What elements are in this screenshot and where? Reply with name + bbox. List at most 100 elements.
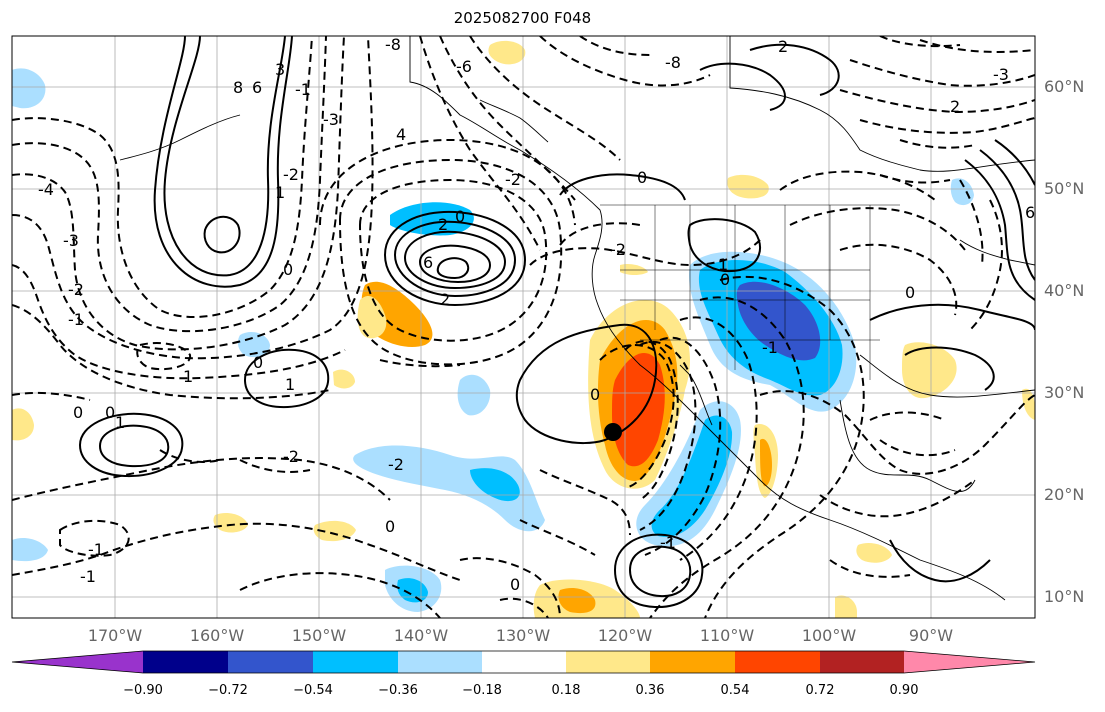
contour-label: 0 — [720, 270, 730, 289]
colorbar-tick-label: 0.72 — [805, 683, 835, 698]
contour-label: -2 — [283, 447, 299, 466]
positive-anomaly-patch — [333, 369, 355, 389]
contour-label: -1 — [660, 533, 676, 552]
colorbar-segment — [566, 651, 650, 673]
positive-anomaly-patch — [213, 513, 248, 533]
contour-label: 0 — [283, 260, 293, 279]
contour-label: 1 — [115, 413, 125, 432]
shaded-field — [12, 40, 1035, 618]
latitude-label: 30°N — [1044, 383, 1085, 402]
colorbar-extend-left — [12, 651, 143, 673]
latitude-label: 10°N — [1044, 587, 1085, 606]
negative-anomaly-patch — [390, 202, 474, 236]
colorbar-tick-label: −0.36 — [378, 683, 418, 698]
colorbar-tick-label: 0.18 — [551, 683, 581, 698]
contour-label: -1 — [762, 338, 778, 357]
positive-anomaly-patch — [488, 40, 526, 65]
longitude-label: 140°W — [393, 626, 449, 645]
contour-label: 0 — [455, 207, 465, 226]
contour-label: 0 — [590, 385, 600, 404]
negative-anomaly-patch — [353, 445, 545, 532]
location-marker — [604, 423, 622, 441]
contour-label: 0 — [385, 517, 395, 536]
figure-title: 2025082700 F048 — [453, 9, 592, 27]
contour-label: 0 — [73, 403, 83, 422]
negative-anomaly-patch — [651, 415, 733, 537]
negative-anomaly-patch — [12, 538, 48, 562]
positive-anomaly-patch — [727, 174, 769, 199]
colorbar-segment — [398, 651, 482, 673]
longitude-label: 130°W — [495, 626, 551, 645]
contour-label: 0 — [510, 575, 520, 594]
contour-label: 8 — [233, 78, 243, 97]
colorbar-segment — [313, 651, 398, 673]
contour-label: -4 — [38, 180, 54, 199]
negative-anomaly-patch — [736, 281, 821, 361]
colorbar-tick-label: 0.54 — [720, 683, 750, 698]
colorbar-extend-right — [904, 651, 1035, 673]
contour-label: -2 — [610, 240, 626, 259]
contour-label: 6 — [423, 253, 433, 272]
negative-anomaly-patch — [12, 68, 46, 109]
contour-label: -8 — [385, 35, 401, 54]
contour-label: -8 — [665, 53, 681, 72]
colorbar-tick-label: −0.18 — [462, 683, 502, 698]
contour-label: 1 — [718, 255, 728, 274]
colorbar-segment — [228, 651, 313, 673]
colorbar — [11, 650, 1036, 674]
contour-label: -3 — [323, 110, 339, 129]
contour-label: 1 — [183, 367, 193, 386]
contour-label: 0 — [253, 353, 263, 372]
contour-label: 0 — [637, 168, 647, 187]
contour-label: 6 — [252, 78, 262, 97]
colorbar-segment — [482, 651, 566, 673]
longitude-label: 90°W — [908, 626, 954, 645]
negative-anomaly-patch — [950, 178, 974, 206]
colorbar-segment — [735, 651, 820, 673]
longitude-label: 110°W — [699, 626, 755, 645]
contour-label: -2 — [505, 170, 521, 189]
colorbar-segment — [650, 651, 735, 673]
contour-label: 6 — [1025, 203, 1035, 222]
colorbar-segment — [143, 651, 228, 673]
colorbar-tick-label: −0.90 — [123, 683, 163, 698]
colorbar-tick-label: 0.90 — [889, 683, 919, 698]
longitude-label: 160°W — [189, 626, 245, 645]
contour-label: 2 — [438, 215, 448, 234]
political-borders — [600, 204, 900, 380]
latitude-label: 20°N — [1044, 485, 1085, 504]
contour-label: -1 — [68, 310, 84, 329]
contour-label: 2 — [440, 290, 450, 309]
contour-label: -6 — [456, 57, 472, 76]
latitude-label: 50°N — [1044, 179, 1085, 198]
contour-label: -2 — [68, 280, 84, 299]
contour-label: -3 — [993, 65, 1009, 84]
contour-label: -1 — [80, 567, 96, 586]
positive-anomaly-patch — [856, 543, 892, 563]
positive-anomaly-patch — [835, 595, 857, 618]
colorbar-segment — [820, 651, 904, 673]
positive-anomaly-patch — [357, 295, 387, 339]
contour-label: -2 — [388, 455, 404, 474]
negative-anomaly-patch — [237, 331, 270, 358]
contour-label: -2 — [283, 165, 299, 184]
contour-label: 3 — [275, 60, 285, 79]
contour-label: 2 — [950, 97, 960, 116]
colorbar-tick-label: 0.36 — [635, 683, 665, 698]
negative-anomaly-patch — [470, 468, 520, 502]
contour-label: 4 — [396, 125, 406, 144]
latitude-label: 40°N — [1044, 281, 1085, 300]
contour-lines — [12, 36, 1035, 618]
longitude-label: 150°W — [291, 626, 347, 645]
positive-anomaly-patch — [760, 438, 772, 487]
colorbar-tick-label: −0.54 — [293, 683, 333, 698]
negative-anomaly-patch — [397, 578, 428, 603]
contour-label: 1 — [285, 375, 295, 394]
positive-anomaly-patch — [620, 263, 648, 275]
contour-label: -3 — [63, 231, 79, 250]
coastlines — [119, 36, 1035, 601]
contour-label: -1 — [88, 540, 104, 559]
contour-label-group: -8 8 6 3 -3 -2 -1 1 0 -4 -6 4 6 0 2 -1 -… — [38, 35, 1035, 594]
positive-anomaly-patch — [12, 408, 34, 441]
